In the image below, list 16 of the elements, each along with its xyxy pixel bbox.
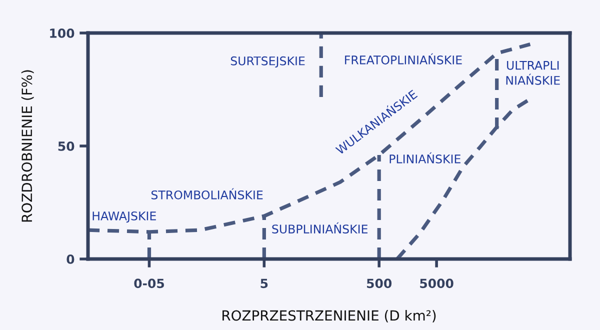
x-tick-label: 5 [260,278,268,288]
x-tick-label: 5000 [420,278,454,288]
annotation: PLINIAŃSKIE [390,152,460,164]
x-tick-label: 0-05 [134,278,164,288]
annotation: HAWAJSKIE [92,211,156,223]
y-tick-label: 50 [58,141,74,151]
y-tick-label: 0 [66,254,74,264]
annotation: ULTRAPLI NIAŃSKIE [506,61,560,85]
annotation: SURTSEJSKIE [230,56,305,68]
annotation: FREATOPLINIAŃSKIE [345,53,462,64]
annotation: STROMBOLIAŃSKIE [151,188,263,200]
y-tick-label: 100 [50,28,74,38]
x-tick-label: 500 [367,278,392,288]
y-axis-title: ROZDROBNIENIE (F%) [21,70,34,222]
x-axis-title: ROZPRZESTRZENIENIE (D km²) [222,310,436,322]
annotation: SUBPLINIAŃSKIE [272,222,368,234]
